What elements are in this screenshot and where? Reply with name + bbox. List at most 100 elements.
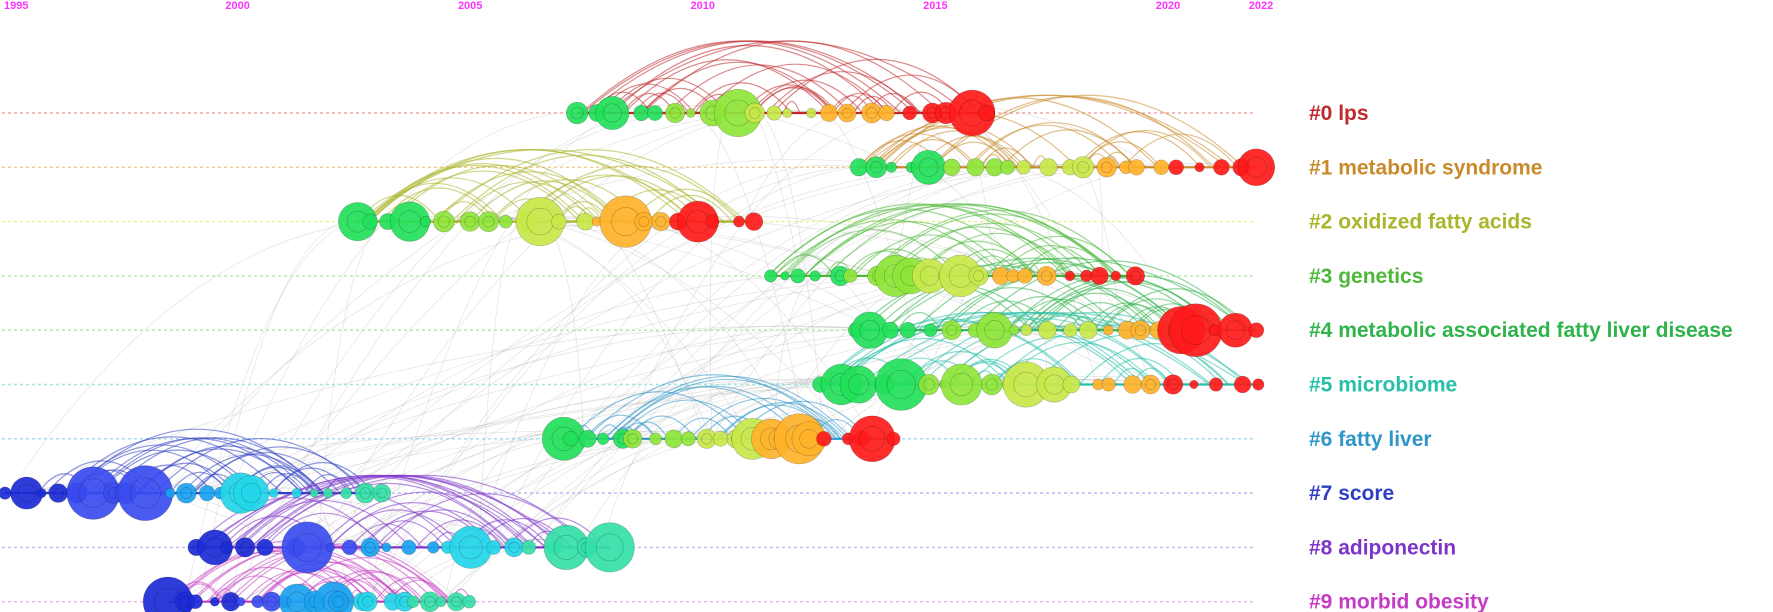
citation-node [498, 214, 513, 229]
citation-node [164, 487, 176, 499]
citation-node [478, 211, 499, 233]
citation-node [578, 429, 597, 448]
citation-node-ring [364, 541, 376, 553]
cluster-arc [623, 59, 831, 114]
cluster-arc [231, 476, 517, 548]
cluster-arc [1055, 302, 1146, 331]
cluster-arc [231, 546, 447, 603]
citation-node [634, 212, 654, 232]
cluster-arc [365, 165, 586, 223]
cluster-arc [819, 318, 1081, 385]
cluster-label-9: #9 morbid obesity [1309, 591, 1489, 612]
citation-node-ring [424, 595, 436, 608]
citation-node [0, 486, 12, 500]
cluster-arc [771, 58, 981, 114]
citation-node-ring [241, 483, 262, 504]
citation-node [649, 432, 662, 446]
cluster-label-7: #7 score [1309, 482, 1394, 505]
citation-node [1123, 375, 1142, 394]
citation-node-ring [865, 107, 878, 119]
cluster-arc [780, 219, 1000, 277]
cross-link [370, 539, 431, 602]
citation-node [1039, 158, 1058, 177]
year-tick-2005: 2005 [458, 0, 482, 12]
citation-node-ring [1245, 156, 1267, 178]
cluster-arc [451, 154, 718, 223]
cluster-label-3: #3 genetics [1309, 265, 1423, 288]
citation-node-ring [1076, 161, 1090, 174]
citation-node [744, 212, 764, 231]
cluster-arc [367, 163, 596, 223]
citation-node [1208, 377, 1223, 392]
cluster-arc [584, 414, 657, 440]
citation-node [782, 108, 793, 118]
citation-node [576, 212, 595, 231]
citation-node [341, 539, 358, 556]
cluster-arc [689, 397, 838, 440]
citation-node [1194, 162, 1205, 173]
cluster-arc [350, 523, 423, 548]
cluster-arc [934, 141, 1013, 168]
citation-node [291, 488, 302, 499]
citation-node-ring [359, 487, 372, 499]
citation-node-ring [464, 215, 476, 228]
citation-node [881, 321, 899, 339]
citation-node [843, 268, 858, 283]
cluster-arc [774, 254, 836, 277]
cluster-arc [433, 171, 625, 223]
citation-node [198, 485, 216, 502]
cluster-arc [933, 287, 1092, 331]
citation-node [816, 431, 832, 447]
cluster-arc [361, 149, 725, 223]
citation-node [175, 482, 197, 504]
citation-node [236, 597, 246, 607]
citation-node-ring [1040, 270, 1053, 282]
citation-node [48, 483, 68, 503]
cross-link [17, 325, 901, 494]
cluster-arc [717, 404, 836, 440]
cluster-arc [1074, 131, 1202, 168]
citation-node-ring [848, 373, 870, 396]
citation-node-ring [627, 433, 639, 445]
cluster-arc [891, 130, 1022, 168]
cluster-arc [604, 386, 805, 440]
citation-node [651, 212, 671, 232]
cluster-label-2: #2 oxidized fatty acids [1309, 211, 1532, 234]
citation-node [427, 541, 440, 554]
cluster-arc [612, 45, 885, 114]
citation-node [596, 432, 610, 445]
citation-node [1064, 270, 1076, 282]
year-axis: 1995 2000 2005 2010 2015 2020 2022 [4, 0, 1273, 12]
citation-node [188, 594, 203, 610]
citation-node [435, 596, 447, 608]
cluster-arc [1098, 358, 1182, 385]
cluster-arc [226, 474, 566, 548]
citation-node-ring [17, 483, 36, 503]
citation-node-ring [886, 369, 916, 400]
cluster-arc [832, 92, 888, 114]
cluster-arc [606, 40, 968, 114]
cluster-arc [831, 320, 1084, 385]
cluster-arc [891, 222, 1096, 277]
citation-node [562, 431, 579, 447]
citation-node-ring [266, 596, 278, 608]
citation-node [521, 540, 537, 555]
citation-node-ring [859, 425, 886, 452]
citation-node [261, 591, 282, 612]
cluster-arc [785, 229, 961, 277]
citation-node-ring [332, 595, 345, 608]
citation-node-ring [458, 535, 483, 560]
cross-link [376, 380, 937, 602]
cluster-arc [825, 203, 1115, 277]
citation-node [1168, 159, 1184, 176]
citation-node [899, 322, 917, 339]
citation-node [1096, 157, 1117, 178]
citation-node [968, 265, 989, 286]
cluster-arc [374, 509, 510, 548]
citation-node [885, 161, 897, 173]
citation-node [680, 431, 696, 447]
cluster-arc [853, 234, 1005, 277]
citation-node [976, 311, 1013, 349]
citation-node [420, 216, 432, 228]
citation-node [764, 269, 778, 283]
